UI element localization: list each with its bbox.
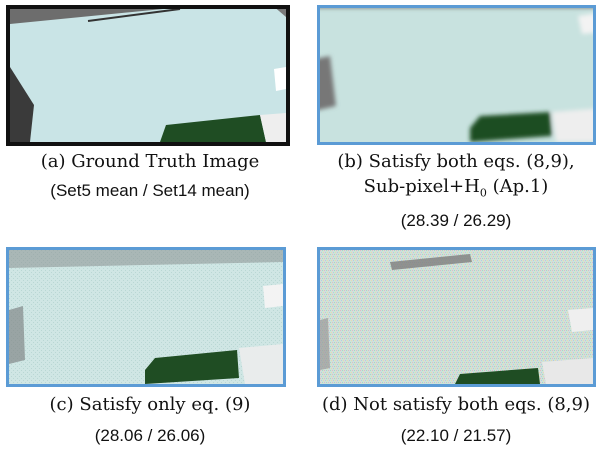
subpixel-result-image <box>320 8 593 142</box>
caption-b-line2: Sub-pixel+H0 (Ap.1) <box>363 176 549 200</box>
metric-c: (28.06 / 26.06) <box>94 426 206 445</box>
ground-truth-image <box>10 9 286 142</box>
metric-a: (Set5 mean / Set14 mean) <box>50 181 250 200</box>
panel-a-ground-truth-image <box>6 5 290 146</box>
panel-b-subpixel-result <box>317 5 596 145</box>
caption-c: (c) Satisfy only eq. (9) <box>49 394 251 415</box>
no-constraint-result-image <box>320 250 593 384</box>
metric-b: (28.39 / 26.29) <box>400 211 512 230</box>
panel-d-no-constraint-result <box>317 247 596 387</box>
caption-a: (a) Ground Truth Image <box>40 151 260 172</box>
metric-d: (22.10 / 21.57) <box>400 426 512 445</box>
caption-d: (d) Not satisfy both eqs. (8,9) <box>321 394 591 415</box>
satisfy-eq9-result-image <box>9 250 283 384</box>
caption-b: (b) Satisfy both eqs. (8,9), <box>337 151 575 172</box>
panel-c-satisfy-eq9-result <box>6 247 286 387</box>
